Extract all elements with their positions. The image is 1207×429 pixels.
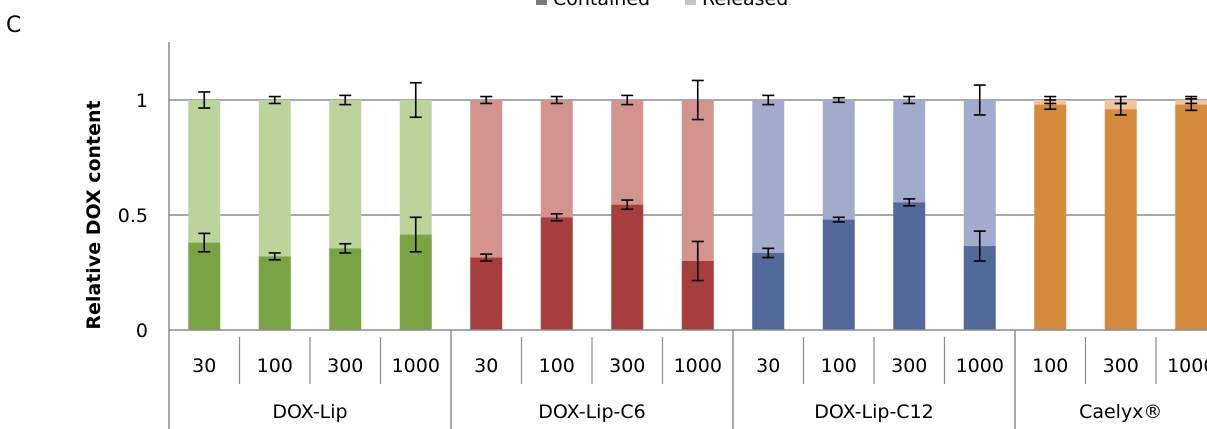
error-bar-contained-1-2 [621, 199, 634, 211]
bar-contained-2-1 [822, 219, 855, 330]
axes [168, 42, 1207, 429]
error-bar-total-2-2 [903, 95, 916, 105]
y-tick-label-1: 0.5 [118, 205, 148, 227]
x-category-label-1-0: 30 [474, 355, 498, 377]
error-bar-total-0-2 [339, 94, 352, 106]
y-axis-label: Relative DOX content [83, 100, 105, 329]
x-category-label-0-2: 300 [327, 355, 363, 377]
bar-contained-2-0 [752, 252, 785, 330]
error-bar-total-1-3 [691, 79, 704, 121]
x-category-label-2-2: 300 [891, 355, 927, 377]
x-category-label-0-0: 30 [192, 355, 216, 377]
legend-label-1: Released [702, 0, 788, 10]
bar-contained-3-2 [1175, 104, 1207, 330]
error-bar-contained-0-2 [339, 242, 352, 254]
error-bar-contained-2-2 [903, 198, 916, 207]
bars [188, 79, 1207, 330]
bar-released-2-2 [893, 100, 926, 203]
error-bar-total-3-1 [1114, 95, 1127, 105]
bar-released-2-0 [752, 100, 785, 253]
bar-released-0-3 [399, 100, 432, 235]
bar-released-1-0 [470, 100, 503, 258]
error-bar-contained-0-0 [198, 232, 211, 253]
x-category-label-2-1: 100 [821, 355, 857, 377]
error-bar-contained-2-0 [762, 247, 775, 259]
error-bar-contained-2-1 [832, 216, 845, 223]
legend-swatch-1 [685, 0, 696, 5]
bar-released-0-0 [188, 100, 221, 243]
error-bar-contained-0-3 [409, 216, 422, 253]
bar-contained-3-0 [1034, 104, 1067, 330]
bar-released-1-3 [681, 100, 714, 261]
bar-contained-1-1 [540, 217, 573, 330]
legend-label-0: Contained [553, 0, 650, 10]
bar-contained-1-2 [611, 204, 644, 330]
bar-contained-2-2 [893, 202, 926, 330]
legend: Contained Released [536, 0, 788, 10]
bar-contained-3-1 [1104, 109, 1137, 330]
error-bar-total-3-2 [1185, 95, 1198, 105]
error-bar-contained-2-3 [973, 230, 986, 262]
x-category-label-1-1: 100 [539, 355, 575, 377]
y-tick-label-0: 0 [136, 320, 148, 342]
error-bar-contained-0-1 [268, 252, 281, 261]
error-bar-total-0-1 [268, 95, 281, 105]
error-bar-total-2-0 [762, 94, 775, 106]
error-bar-total-1-1 [550, 95, 563, 105]
bar-released-2-1 [822, 100, 855, 220]
error-bar-total-1-2 [621, 94, 634, 106]
x-group-label-2: DOX-Lip-C12 [814, 401, 934, 423]
error-bar-total-1-0 [480, 95, 493, 105]
bar-contained-1-0 [470, 257, 503, 330]
error-bar-total-2-3 [973, 84, 986, 116]
x-group-label-0: DOX-Lip [272, 401, 347, 423]
error-bar-total-0-0 [198, 91, 211, 109]
y-tick-label-2: 1 [136, 90, 148, 112]
error-bar-contained-1-3 [691, 240, 704, 282]
bar-released-0-1 [258, 100, 291, 257]
x-category-label-3-1: 300 [1103, 355, 1139, 377]
bar-released-0-2 [329, 100, 362, 249]
x-category-label-1-3: 1000 [674, 355, 722, 377]
error-bar-total-0-3 [409, 81, 422, 119]
bar-released-2-3 [963, 100, 996, 247]
x-group-label-3: Caelyx® [1079, 401, 1162, 423]
bar-contained-0-2 [329, 248, 362, 330]
error-bar-total-2-1 [832, 96, 845, 104]
x-category-label-1-2: 300 [609, 355, 645, 377]
bar-contained-0-1 [258, 256, 291, 330]
x-category-label-2-3: 1000 [956, 355, 1004, 377]
error-bar-contained-1-0 [480, 253, 493, 262]
legend-swatch-0 [536, 0, 547, 5]
x-category-label-2-0: 30 [756, 355, 780, 377]
error-bar-total-3-0 [1044, 95, 1057, 105]
x-category-label-0-1: 100 [257, 355, 293, 377]
x-group-label-1: DOX-Lip-C6 [538, 401, 645, 423]
x-category-label-3-0: 100 [1032, 355, 1068, 377]
x-category-label-3-2: 1000 [1167, 355, 1207, 377]
error-bar-contained-1-1 [550, 213, 563, 222]
bar-released-1-2 [611, 100, 644, 205]
bar-released-1-1 [540, 100, 573, 218]
x-category-label-0-3: 1000 [392, 355, 440, 377]
y-axis-ticks: 00.51 [118, 90, 148, 342]
bar-contained-0-0 [188, 242, 221, 330]
x-axis-labels: 30 100 300 1000 30 100 300 1000 30 100 300 1000 100 3… [192, 355, 1207, 423]
panel-label: C [6, 13, 21, 38]
